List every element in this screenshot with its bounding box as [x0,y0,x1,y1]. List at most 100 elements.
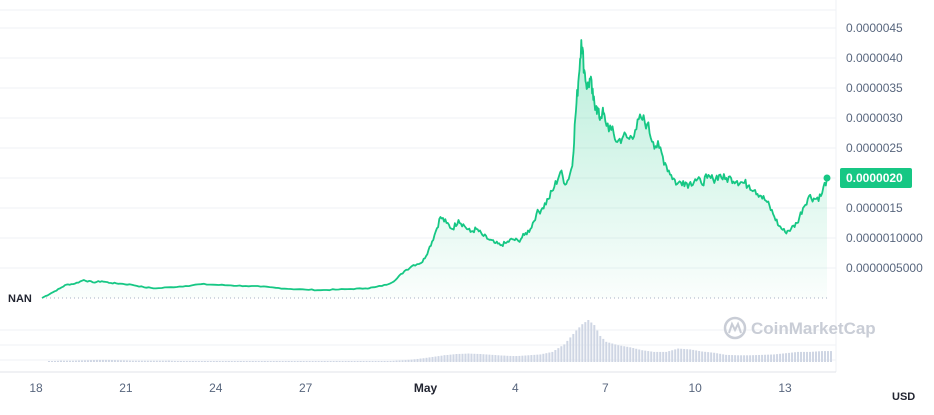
volume-bar [254,361,257,362]
volume-bar [776,354,779,362]
volume-bar [212,361,215,362]
x-tick-label: 24 [209,381,223,395]
volume-bar [731,355,734,362]
volume-bar [149,360,152,362]
volume-bar [605,341,608,362]
volume-bar [455,354,458,362]
volume-bar [488,354,491,362]
volume-bar [275,361,278,362]
volume-bar [188,361,191,362]
volume-bar [701,351,704,362]
volume-bar [362,361,365,362]
volume-bar [404,360,407,362]
volume-bar [437,356,440,362]
volume-bar [647,351,650,362]
volume-bar [344,361,347,362]
volume-bar [71,360,74,362]
volume-bar [80,360,83,362]
volume-bar [662,351,665,362]
volume-bar [812,351,815,362]
volume-bar [110,360,113,362]
volume-bar [158,360,161,362]
volume-bar [806,351,809,362]
volume-bar [494,355,497,362]
volume-bar [266,361,269,362]
volume-bar [761,354,764,362]
volume-bar [218,361,221,362]
volume-bar [50,361,53,362]
volume-bar [386,361,389,362]
volume-bar [272,361,275,362]
volume-bar [284,361,287,362]
y-tick-label: 0.0000015 [846,201,903,215]
volume-bar [290,361,293,362]
volume-bar [665,351,668,362]
volume-bar [326,361,329,362]
volume-bar [242,361,245,362]
x-tick-label: 27 [299,381,313,395]
volume-bar [725,354,728,362]
volume-bar [56,360,59,362]
volume-bar [371,361,374,362]
x-axis: 18 21 24 27 May 4 7 10 13 [29,381,792,395]
volume-bar [653,351,656,362]
volume-bar [773,354,776,362]
volume-bar [239,361,242,362]
volume-bar [560,346,563,362]
volume-bar [377,361,380,362]
y-tick-label: 0.0000035 [846,81,903,95]
volume-bar [269,361,272,362]
volume-bar [764,354,767,362]
volume-bar [92,360,95,362]
volume-bar [413,359,416,362]
volume-bar [122,360,125,362]
volume-bar [797,351,800,362]
volume-bar [374,361,377,362]
volume-bar [98,359,101,362]
volume-bar [224,361,227,362]
volume-bar [281,361,284,362]
volume-bar [263,361,266,362]
volume-bar [353,361,356,362]
volume-bar [389,360,392,362]
volume-bar [419,358,422,362]
volume-bar [584,322,587,362]
volume-bar [113,360,116,362]
volume-bar [338,361,341,362]
volume-bar [527,355,530,362]
y-axis: 0.0000045 0.0000040 0.0000035 0.0000030 0.00… [846,21,923,275]
volume-bar [206,361,209,362]
volume-bar [491,354,494,362]
volume-bar [416,358,419,362]
volume-bar [185,361,188,362]
volume-bar [593,325,596,362]
volume-bar [563,344,566,362]
x-tick-label: 10 [688,381,702,395]
volume-bar [131,360,134,362]
volume-bar [611,343,614,362]
volume-bar [659,351,662,362]
volume-bar [632,348,635,362]
volume-bar [197,361,200,362]
volume-bar [95,359,98,362]
volume-bar [671,350,674,362]
volume-bar [692,349,695,362]
volume-bar [101,359,104,362]
volume-bar [167,360,170,362]
volume-bar [248,361,251,362]
volume-bar [320,361,323,362]
volume-bar [578,327,581,362]
volume-bar [506,355,509,362]
volume-bar [176,361,179,362]
volume-bar [296,361,299,362]
volume-bar [179,361,182,362]
volume-bar [737,355,740,362]
x-tick-label: 7 [602,381,609,395]
volume-bar [137,360,140,362]
x-tick-label: 21 [119,381,133,395]
volume-bar [830,351,832,362]
volume-bar [752,355,755,362]
volume-bar [575,330,578,362]
volume-bar [608,342,611,362]
